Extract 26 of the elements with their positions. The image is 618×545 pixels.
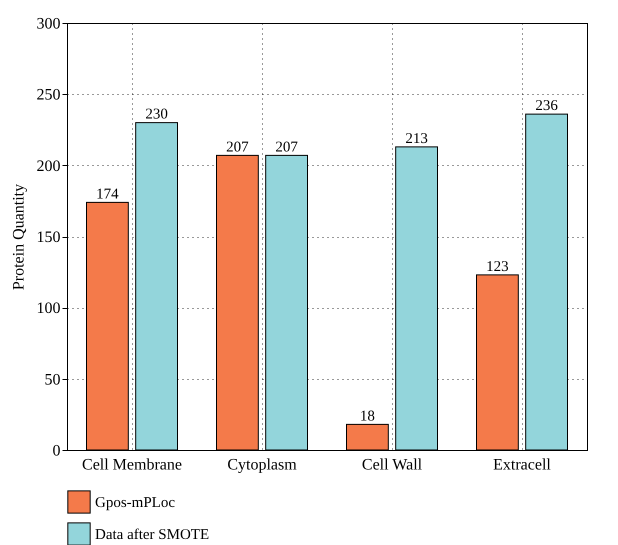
- x-tick-label: Cell Wall: [362, 456, 423, 474]
- bar: [216, 154, 259, 450]
- bar: [476, 274, 519, 450]
- x-tick-label: Extracell: [493, 456, 552, 474]
- y-tick-label: 100: [36, 300, 60, 318]
- data-label: 174: [96, 186, 120, 202]
- data-label: 123: [486, 258, 509, 275]
- bar: [346, 424, 389, 450]
- y-tick-label: 0: [52, 442, 60, 460]
- data-label: 213: [405, 130, 428, 147]
- y-tick-label: 250: [36, 86, 60, 104]
- data-label: 236: [535, 98, 558, 114]
- x-tick-label: Cell Membrane: [82, 456, 182, 474]
- y-axis-title: Protein Quantity: [10, 184, 28, 290]
- legend-label: Data after SMOTE: [95, 527, 210, 543]
- y-tick-label: 150: [36, 229, 60, 246]
- y-tick-label: 50: [44, 371, 60, 388]
- bar: [86, 202, 129, 450]
- legend-label: Gpos-mPLoc: [95, 495, 176, 511]
- y-tick-label: 300: [36, 16, 60, 32]
- data-label: 230: [145, 106, 168, 123]
- data-label: 207: [226, 139, 250, 156]
- data-label: 207: [275, 139, 298, 156]
- y-tick-label: 200: [36, 158, 60, 175]
- x-tick-label: Cytoplasm: [227, 456, 298, 474]
- data-label: 18: [360, 408, 375, 424]
